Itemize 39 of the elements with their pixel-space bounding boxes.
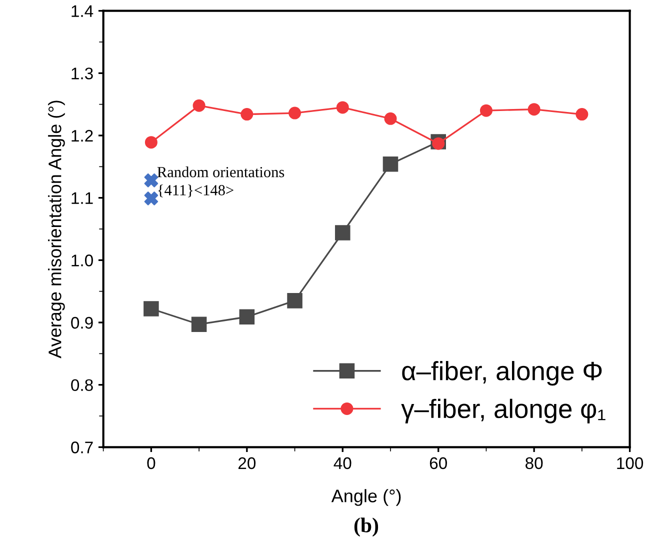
legend-label: γ–fiber, alonge φ₁ (401, 398, 606, 424)
point (192, 99, 206, 112)
x-axis-title: Angle (°) (331, 489, 401, 506)
point (144, 301, 159, 316)
y-tick-label: 1.3 (72, 68, 93, 80)
point (144, 136, 158, 149)
point (528, 103, 540, 116)
point (191, 316, 207, 332)
point (576, 108, 588, 121)
legend-label: α–fiber, alonge Φ (402, 361, 602, 386)
y-tick-label: 1.2 (72, 130, 93, 142)
y-axis-title: Average misorientation Angle (°) (48, 100, 65, 358)
series-label: Random orientations (157, 166, 284, 178)
point (287, 293, 302, 308)
y-tick-label: 0.9 (71, 316, 93, 329)
x-tick-label: 0 (147, 457, 156, 470)
y-tick-label: 1.1 (72, 192, 93, 204)
y-tick-label: 1.0 (72, 254, 93, 266)
point (239, 309, 255, 325)
point (480, 104, 492, 117)
point (384, 112, 397, 125)
y-tick-label: 0.8 (71, 379, 93, 392)
point (144, 192, 158, 206)
x-tick-label: 100 (617, 457, 644, 470)
point (334, 225, 350, 240)
x-tick-label: 20 (238, 457, 256, 470)
y-tick-label: 1.4 (72, 5, 94, 17)
x-tick-label: 80 (526, 457, 543, 470)
point (240, 108, 254, 121)
series-label: {411}<148> (158, 184, 234, 198)
x-tick-label: 60 (430, 457, 447, 470)
point (144, 173, 158, 188)
text: (b) (354, 518, 378, 537)
point (336, 101, 349, 114)
point (288, 106, 302, 120)
y-tick-label: 0.7 (71, 442, 93, 454)
x-tick-label: 40 (334, 457, 352, 470)
point (382, 156, 398, 172)
point (432, 137, 445, 150)
